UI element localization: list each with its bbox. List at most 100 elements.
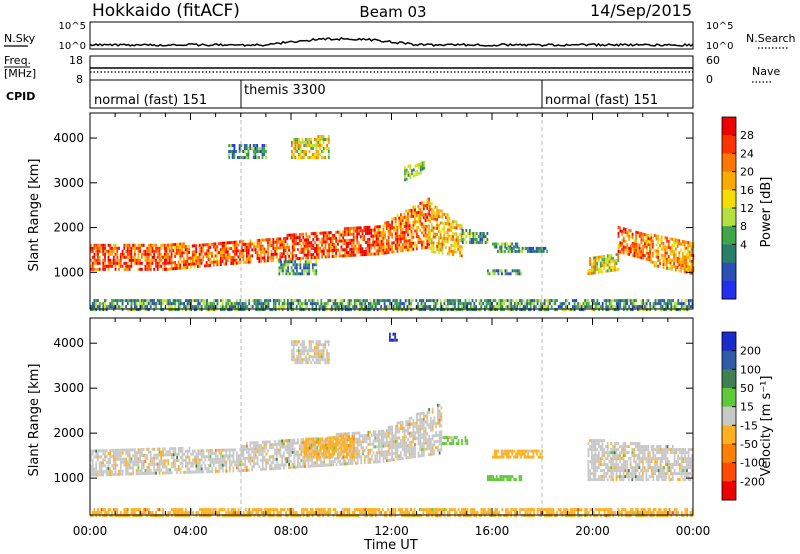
velocity-echo-cell — [242, 463, 245, 466]
power-echo-cell — [174, 261, 176, 264]
velocity-echo-cell — [128, 460, 131, 464]
velocity-echo-cell — [342, 432, 345, 436]
power-echo-cell — [668, 302, 671, 306]
power-echo-cell — [206, 299, 208, 303]
velocity-echo-cell — [256, 462, 259, 466]
power-echo-cell — [332, 302, 335, 306]
power-echo-cell — [386, 224, 388, 228]
power-echo-cell — [146, 299, 149, 303]
power-echo-cell — [543, 308, 546, 312]
velocity-echo-cell — [181, 455, 184, 459]
power-echo-cell — [221, 299, 224, 303]
power-echo-cell — [319, 147, 321, 150]
power-echo-cell — [301, 272, 304, 276]
power-echo-cell — [418, 163, 420, 167]
power-echo-cell — [535, 249, 538, 253]
power-echo-cell — [617, 258, 620, 262]
power-echo-cell — [690, 241, 693, 245]
power-echo-cell — [364, 302, 367, 306]
velocity-echo-cell — [247, 459, 250, 463]
velocity-echo-cell — [253, 456, 255, 460]
power-echo-cell — [116, 255, 119, 259]
power-echo-cell — [404, 172, 406, 176]
velocity-echo-cell — [286, 445, 289, 449]
power-echo-cell — [448, 222, 451, 226]
power-echo-cell — [422, 204, 425, 208]
power-echo-cell — [257, 308, 259, 312]
power-echo-cell — [218, 251, 220, 255]
velocity-echo-cell — [421, 427, 423, 431]
power-echo-cell — [628, 305, 630, 309]
power-echo-cell — [313, 144, 316, 147]
power-echo-cell — [322, 249, 325, 253]
power-echo-cell — [670, 308, 673, 312]
velocity-echo-cell — [169, 468, 171, 472]
power-echo-cell — [453, 226, 456, 230]
velocity-echo-cell — [149, 459, 152, 463]
power-echo-cell — [380, 239, 383, 243]
power-echo-cell — [220, 308, 222, 312]
power-echo-cell — [615, 259, 618, 263]
power-echo-cell — [393, 226, 395, 230]
power-echo-cell — [104, 308, 106, 312]
velocity-echo-cell — [165, 453, 168, 457]
velocity-echo-cell — [261, 458, 264, 462]
power-echo-cell — [443, 230, 446, 234]
velocity-echo-cell — [253, 441, 255, 445]
power-echo-cell — [298, 138, 300, 141]
velocity-echo-cell — [429, 449, 432, 453]
power-echo-cell — [608, 260, 611, 264]
power-echo-cell — [141, 252, 143, 256]
power-echo-cell — [438, 215, 440, 219]
velocity-echo-cell — [125, 469, 127, 473]
beam-title: Beam 03 — [359, 3, 426, 21]
power-echo-cell — [231, 150, 234, 153]
power-echo-cell — [365, 226, 367, 229]
velocity-echo-cell — [389, 425, 392, 429]
velocity-echo-cell — [337, 435, 340, 439]
power-echo-cell — [624, 230, 627, 234]
velocity-echo-cell — [100, 467, 103, 471]
power-echo-cell — [361, 247, 364, 251]
power-echo-cell — [246, 245, 248, 249]
power-echo-cell — [378, 299, 381, 303]
velocity-echo-cell — [114, 451, 117, 455]
power-echo-cell — [497, 242, 500, 246]
power-echo-cell — [512, 249, 515, 253]
power-echo-cell — [556, 299, 558, 303]
power-echo-cell — [320, 150, 323, 153]
power-echo-cell — [347, 233, 350, 236]
power-echo-cell — [429, 305, 432, 309]
power-echo-cell — [346, 308, 349, 312]
velocity-echo-cell — [234, 463, 236, 467]
power-echo-cell — [407, 164, 410, 168]
power-echo-cell — [584, 299, 586, 303]
velocity-echo-cell — [234, 448, 236, 452]
power-echo-cell — [349, 250, 352, 254]
power-echo-cell — [257, 305, 259, 309]
power-echo-cell — [448, 299, 451, 303]
velocity-echo-cell — [253, 453, 255, 457]
power-echo-cell — [644, 245, 646, 249]
power-echo-cell — [414, 217, 416, 221]
power-echo-cell — [296, 141, 299, 144]
power-echo-cell — [374, 305, 377, 309]
velocity-echo-cell — [141, 466, 143, 470]
power-echo-cell — [184, 251, 187, 255]
power-echo-cell — [375, 231, 378, 235]
power-echo-cell — [252, 156, 255, 159]
velocity-echo-cell — [137, 472, 140, 476]
velocity-echo-cell — [207, 449, 210, 453]
power-echo-cell — [179, 257, 182, 261]
power-echo-cell — [407, 215, 409, 219]
power-echo-cell — [421, 213, 423, 217]
power-echo-cell — [213, 308, 215, 312]
power-echo-cell — [331, 243, 334, 246]
power-echo-cell — [479, 238, 482, 241]
power-echo-cell — [488, 272, 491, 276]
power-echo-cell — [288, 305, 291, 309]
power-ytick-label: 1000 — [53, 265, 84, 279]
power-echo-cell — [417, 208, 420, 211]
power-echo-cell — [149, 252, 152, 256]
power-echo-cell — [112, 255, 115, 259]
